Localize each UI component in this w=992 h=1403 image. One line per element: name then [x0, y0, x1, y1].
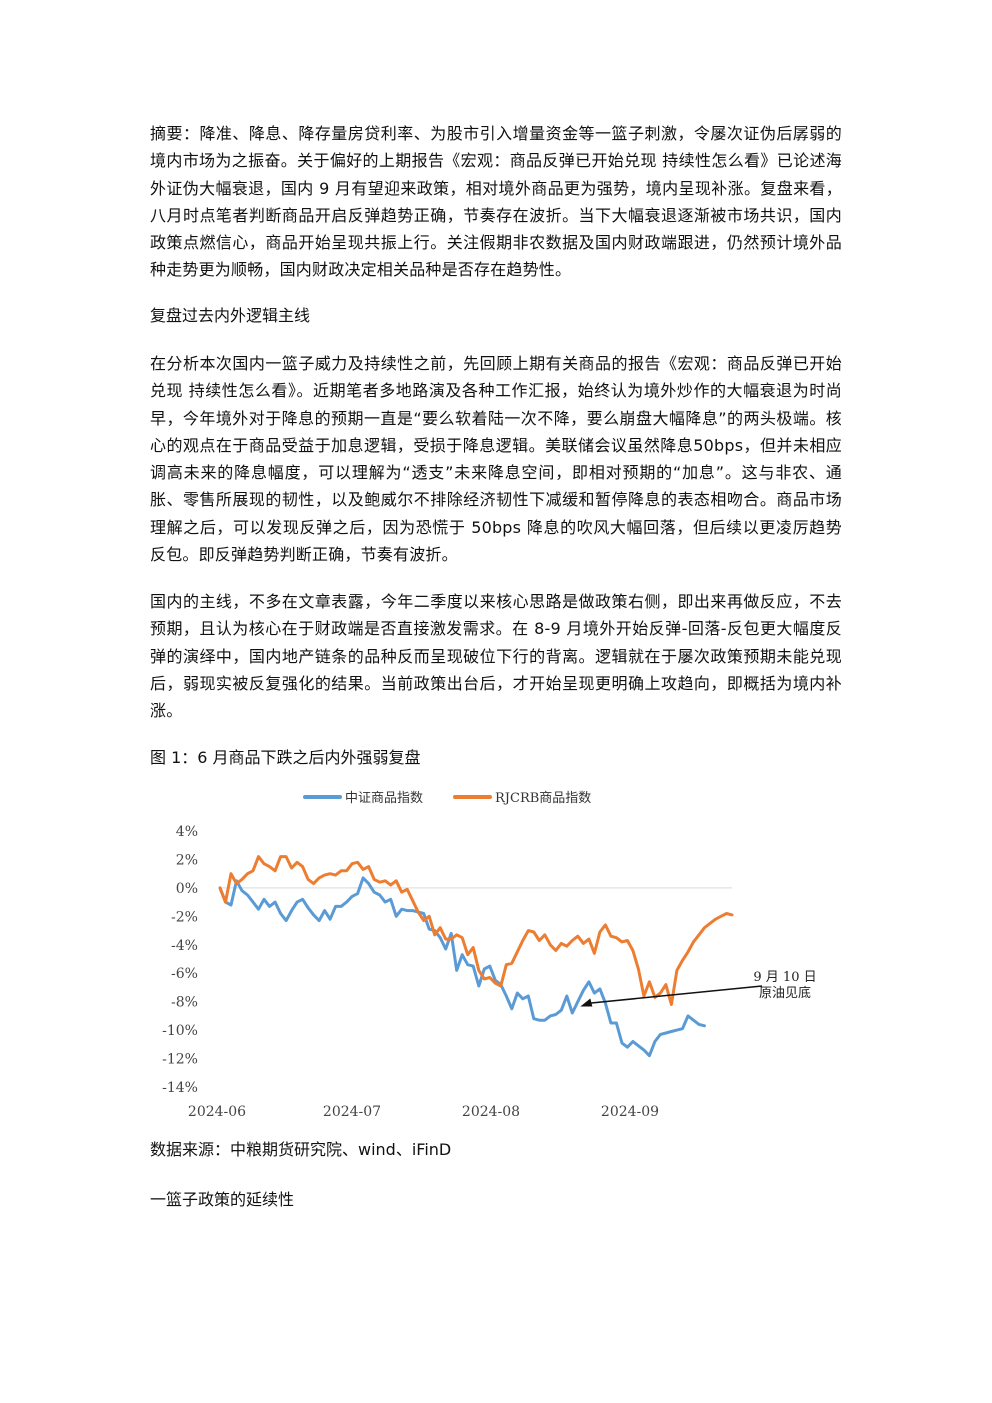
data-source-note: 数据来源：中粮期货研究院、wind、iFinD	[150, 1140, 452, 1159]
annotation-line2: 原油见底	[759, 985, 811, 1001]
figure-caption: 图 1：6 月商品下跌之后内外强弱复盘	[150, 748, 421, 767]
section-heading-policy: 一篮子政策的延续性	[150, 1190, 295, 1209]
y-tick-label: 0%	[176, 881, 198, 897]
commodity-index-chart: 中证商品指数 RJCRB商品指数 4% 2% 0% -2% -4% -6% -8% -10% -…	[150, 778, 850, 1130]
summary-paragraph: 摘要：降准、降息、降存量房贷利率、为股市引入增量资金等一篮子刺激，令屡次证伪后孱…	[150, 124, 842, 280]
legend-label-rjcrb: RJCRB商品指数	[495, 791, 591, 806]
chart-svg: 中证商品指数 RJCRB商品指数 4% 2% 0% -2% -4% -6% -8% -10% -…	[162, 791, 817, 1120]
section-heading-review: 复盘过去内外逻辑主线	[150, 306, 311, 325]
legend-label-csi: 中证商品指数	[345, 791, 423, 806]
series-layer	[218, 855, 734, 1058]
y-axis-ticks: 4% 2% 0% -2% -4% -6% -8% -10% -12% -14%	[162, 824, 198, 1096]
y-tick-label: 2%	[176, 852, 198, 868]
y-tick-label: -10%	[162, 1023, 198, 1039]
y-tick-label: -14%	[162, 1080, 198, 1096]
oil-bottom-annotation: 9 月 10 日 原油见底	[580, 970, 817, 1007]
domestic-paragraph: 国内的主线，不多在文章表露，今年二季度以来核心思路是做政策右侧，即出来再做反应，…	[150, 592, 842, 721]
chart-legend: 中证商品指数 RJCRB商品指数	[303, 791, 591, 806]
x-tick-label: 2024-09	[601, 1104, 659, 1120]
series-line-csi-commodity	[218, 876, 706, 1058]
y-tick-label: -4%	[171, 938, 198, 954]
x-tick-label: 2024-06	[188, 1104, 246, 1120]
y-tick-label: -12%	[162, 1052, 198, 1068]
y-tick-label: -2%	[171, 909, 198, 925]
x-axis-ticks: 2024-06 2024-07 2024-08 2024-09	[188, 1104, 659, 1120]
annotation-line1: 9 月 10 日	[753, 970, 816, 985]
x-tick-label: 2024-08	[462, 1104, 520, 1120]
y-tick-label: -6%	[171, 966, 198, 982]
x-tick-label: 2024-07	[323, 1104, 381, 1120]
analysis-paragraph: 在分析本次国内一篮子威力及持续性之前，先回顾上期有关商品的报告《宏观：商品反弹已…	[150, 354, 842, 565]
annotation-arrow	[586, 985, 763, 1005]
y-tick-label: 4%	[176, 824, 198, 840]
series-line-rjcrb	[218, 855, 734, 1006]
y-tick-label: -8%	[171, 995, 198, 1011]
annotation-arrowhead	[580, 998, 593, 1007]
